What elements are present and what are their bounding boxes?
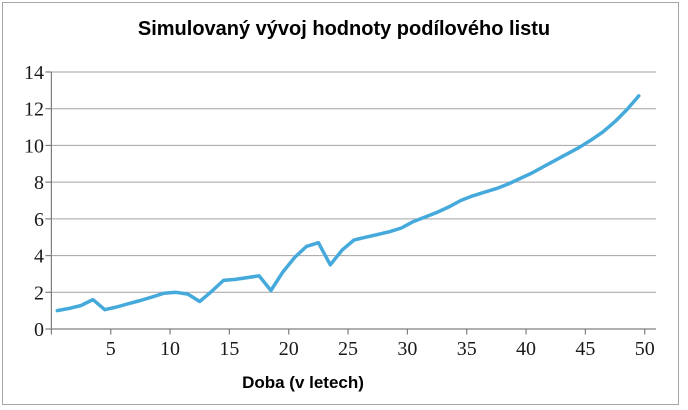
y-tick-label: 0 xyxy=(34,319,44,341)
x-tick-label: 5 xyxy=(106,338,116,360)
y-tick-label: 2 xyxy=(34,282,44,304)
x-axis-title: Doba (v letech) xyxy=(242,373,364,392)
x-tick-label: 50 xyxy=(635,338,655,360)
y-tick-label: 14 xyxy=(24,62,44,84)
x-tick-label: 40 xyxy=(516,338,536,360)
y-tick-label: 8 xyxy=(34,172,44,194)
x-tick-label: 15 xyxy=(219,338,239,360)
chart-frame-border xyxy=(2,2,679,405)
chart-title: Simulovaný vývoj hodnoty podílového list… xyxy=(137,18,551,40)
x-tick-label: 35 xyxy=(457,338,477,360)
y-tick-label: 6 xyxy=(34,209,44,231)
y-tick-label: 12 xyxy=(24,99,44,121)
x-tick-label: 20 xyxy=(279,338,299,360)
series-line xyxy=(55,94,641,313)
x-tick-label: 30 xyxy=(397,338,417,360)
x-tick-label: 45 xyxy=(575,338,595,360)
x-tick-label: 10 xyxy=(160,338,180,360)
y-tick-label: 10 xyxy=(24,135,44,157)
y-tick-label: 4 xyxy=(34,246,44,268)
x-tick-label: 25 xyxy=(338,338,358,360)
